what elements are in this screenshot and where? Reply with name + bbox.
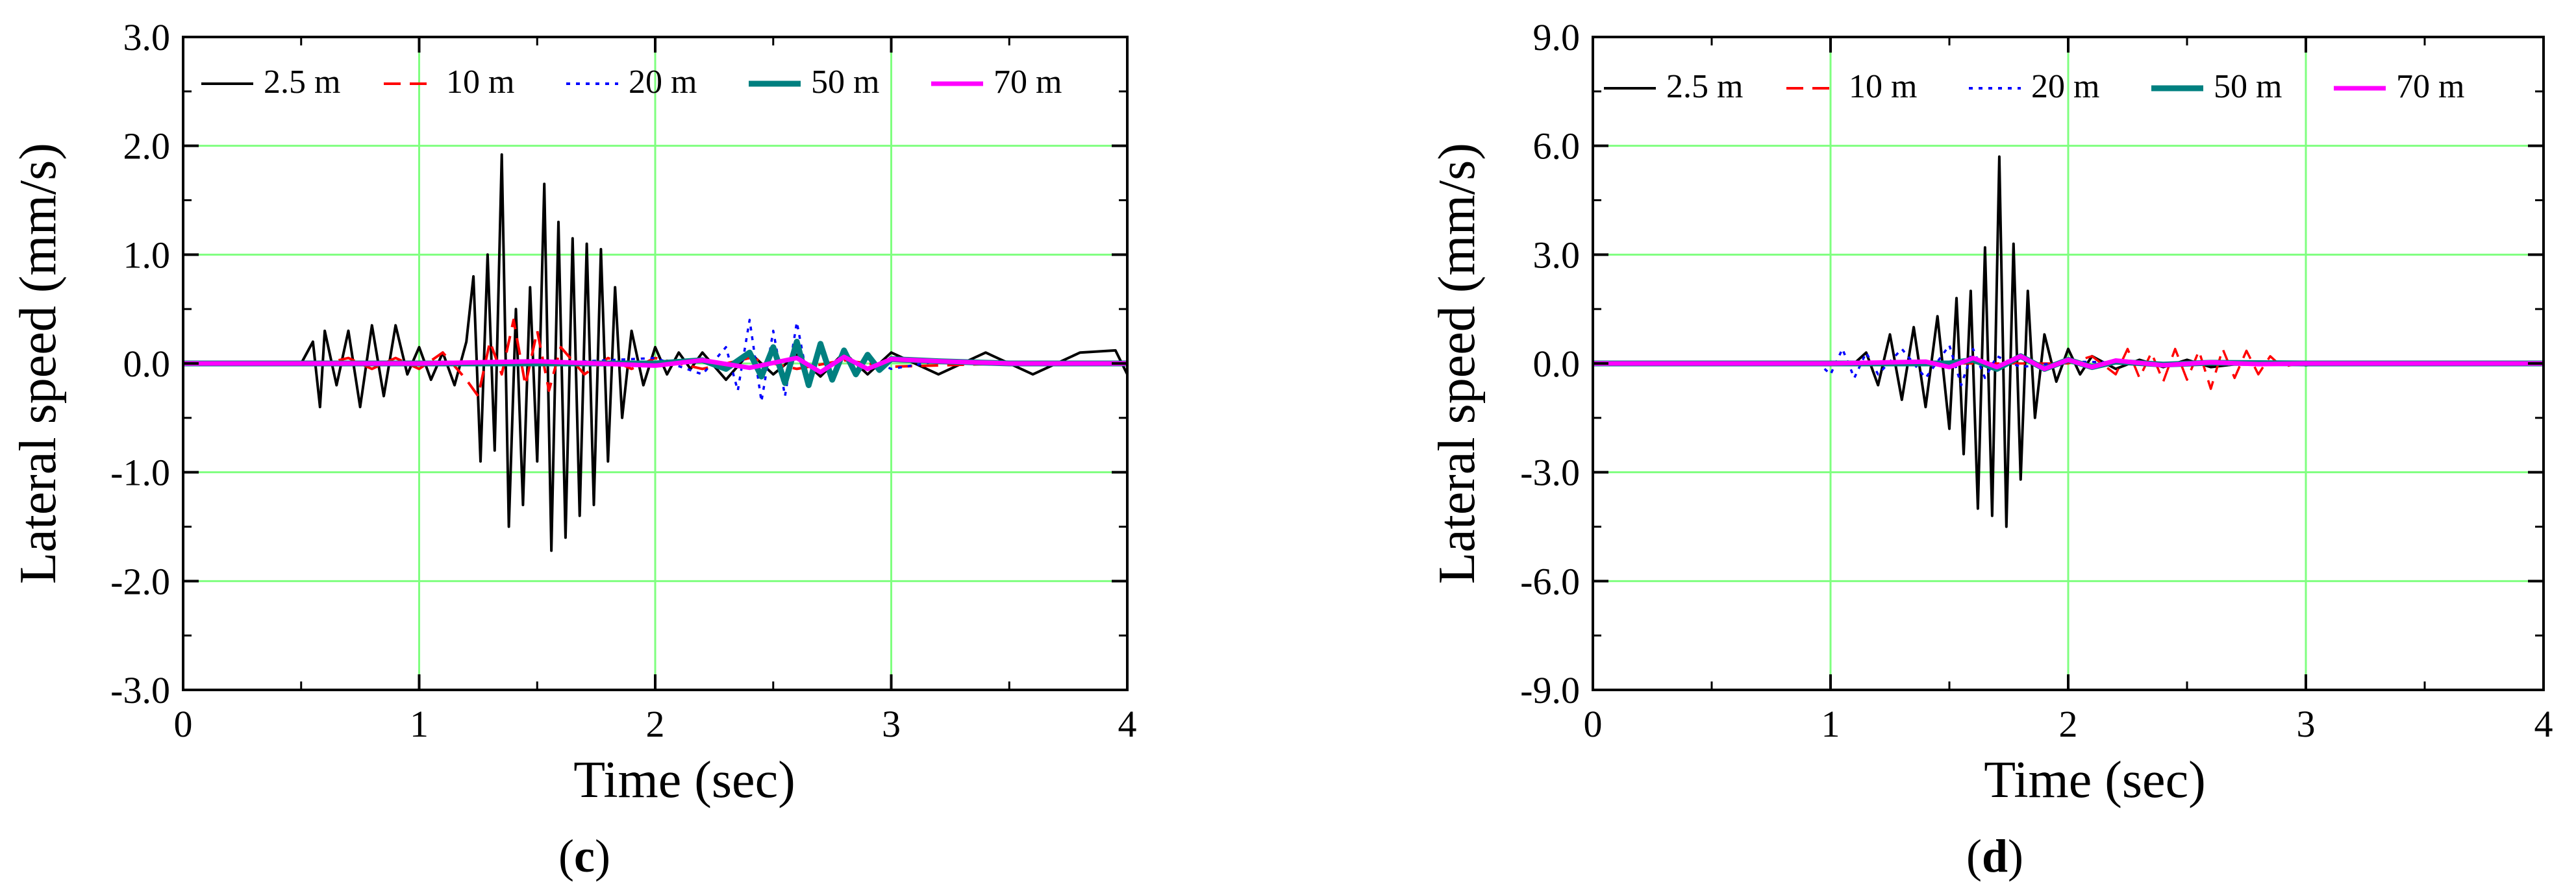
chart-panel-d: -9.0 -6.0 -3.0 0.0 3.0 6.0 9.0 0 1 2 3 4 2.5 m 10 m… xyxy=(1429,16,2553,882)
y-tick-label: 0.0 xyxy=(1533,343,1581,385)
legend-label: 10 m xyxy=(446,64,514,101)
series-lines xyxy=(183,153,1129,552)
legend-label: 20 m xyxy=(629,64,697,101)
legend-label: 70 m xyxy=(2396,68,2464,105)
x-tick-labels: 0 1 2 3 4 xyxy=(174,703,1137,745)
series-line-70-m xyxy=(183,354,1127,374)
legend-label: 50 m xyxy=(811,64,879,101)
series-line-2-5-m xyxy=(1593,155,2544,528)
y-tick-label: -6.0 xyxy=(1520,560,1580,602)
legend-label: 70 m xyxy=(994,64,1062,101)
x-axis-title: Time (sec) xyxy=(1984,752,2205,809)
y-axis-title: Lateral speed (mm/s) xyxy=(10,143,67,584)
x-axis-title: Time (sec) xyxy=(573,752,795,809)
legend-label: 20 m xyxy=(2031,68,2099,105)
y-tick-label: 9.0 xyxy=(1533,16,1581,58)
x-tick-label: 1 xyxy=(410,703,429,745)
y-tick-label: -3.0 xyxy=(1520,452,1580,494)
axis-ticks xyxy=(1592,36,2545,691)
panel-label-d: (d) xyxy=(1966,830,2023,882)
x-tick-label: 4 xyxy=(2534,703,2553,745)
x-tick-label: 4 xyxy=(1118,703,1137,745)
x-tick-label: 1 xyxy=(1821,703,1840,745)
y-tick-label: 3.0 xyxy=(1533,234,1581,276)
x-tick-label: 2 xyxy=(646,703,665,745)
y-tick-labels: -3.0 -2.0 -1.0 0.0 1.0 2.0 3.0 xyxy=(110,16,170,711)
axis-ticks xyxy=(182,36,1129,691)
y-tick-label: -3.0 xyxy=(110,669,170,711)
y-tick-label: 1.0 xyxy=(123,234,171,276)
x-tick-label: 0 xyxy=(1584,703,1603,745)
y-tick-label: -2.0 xyxy=(110,560,170,602)
legend-label: 2.5 m xyxy=(264,64,340,101)
legend: 2.5 m 10 m 20 m 50 m 70 m xyxy=(201,64,1062,101)
y-tick-label: -1.0 xyxy=(110,452,170,494)
legend-label: 50 m xyxy=(2214,68,2282,105)
series-line-70-m xyxy=(1593,354,2544,371)
chart-panel-c: -3.0 -2.0 -1.0 0.0 1.0 2.0 3.0 0 1 2 3 4 2.5 m 10 m… xyxy=(10,16,1137,882)
x-tick-label: 3 xyxy=(882,703,901,745)
x-tick-labels: 0 1 2 3 4 xyxy=(1584,703,2553,745)
y-tick-label: 0.0 xyxy=(123,343,171,385)
y-tick-label: 2.0 xyxy=(123,125,171,167)
y-axis-title: Lateral speed (mm/s) xyxy=(1429,143,1486,584)
series-lines xyxy=(1593,155,2544,528)
y-tick-label: -9.0 xyxy=(1520,669,1580,711)
panel-label-c: (c) xyxy=(558,830,610,882)
x-tick-label: 2 xyxy=(2059,703,2078,745)
legend: 2.5 m 10 m 20 m 50 m 70 m xyxy=(1604,68,2464,105)
y-tick-label: 6.0 xyxy=(1533,125,1581,167)
x-tick-label: 3 xyxy=(2297,703,2316,745)
x-tick-label: 0 xyxy=(174,703,193,745)
legend-label: 2.5 m xyxy=(1666,68,1743,105)
legend-label: 10 m xyxy=(1849,68,1917,105)
y-tick-label: 3.0 xyxy=(123,16,171,58)
y-tick-labels: -9.0 -6.0 -3.0 0.0 3.0 6.0 9.0 xyxy=(1520,16,1580,711)
